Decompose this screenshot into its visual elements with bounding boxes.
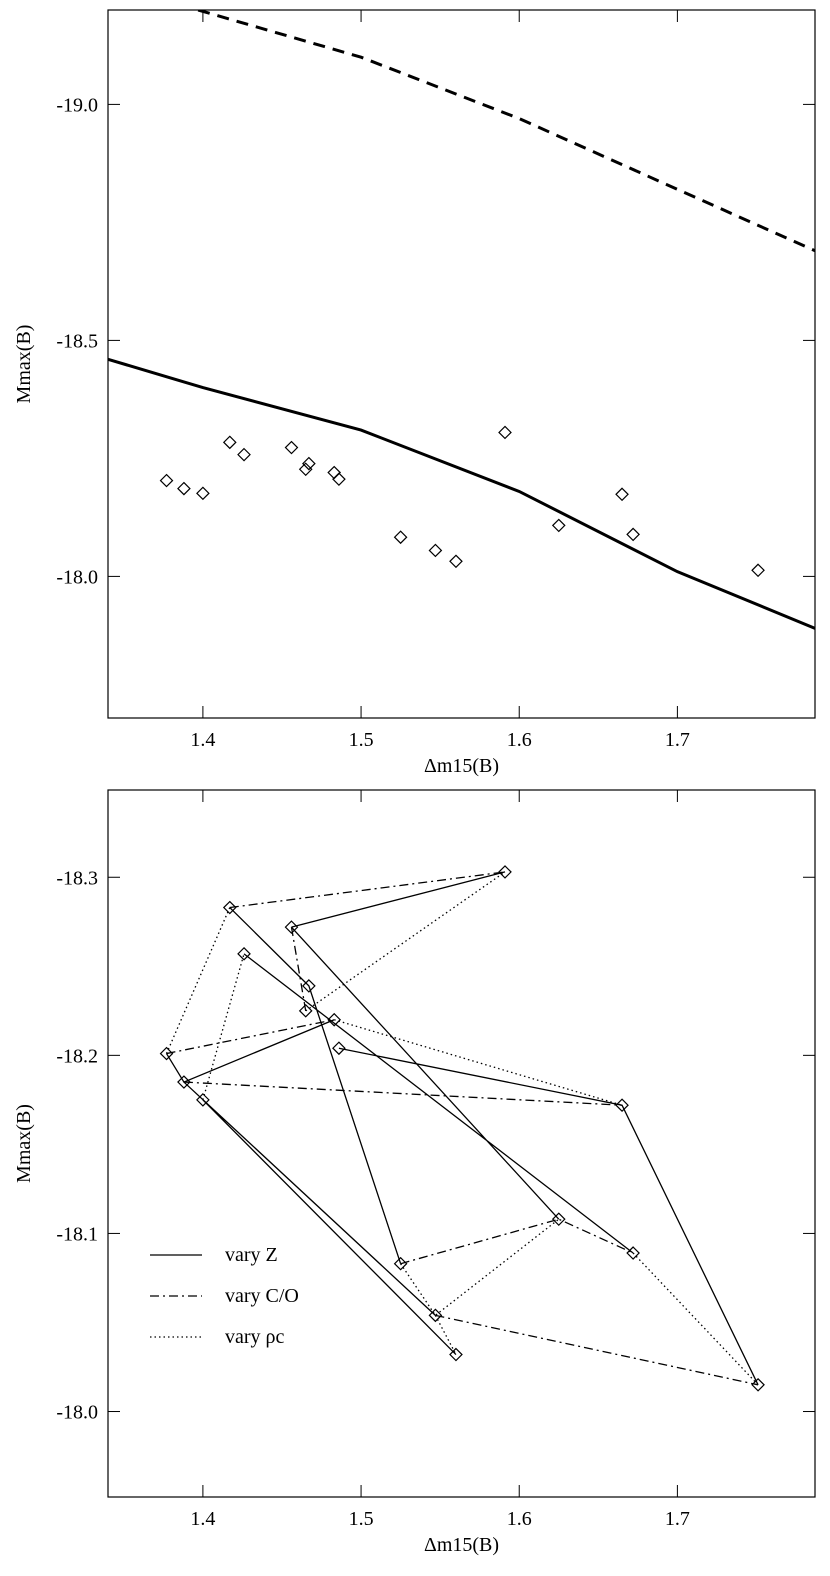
legend-label: vary Z [225, 1244, 278, 1266]
data-point [751, 563, 765, 578]
y-tick-label: -18.0 [56, 566, 98, 588]
x-tick-label: 1.5 [349, 1508, 374, 1530]
x-tick-label: 1.6 [507, 729, 532, 751]
data-line [165, 871, 759, 1386]
y-tick-label: -18.2 [56, 1045, 98, 1067]
data-point [393, 1256, 408, 1271]
data-point [615, 487, 629, 502]
x-tick-label: 1.5 [349, 729, 374, 751]
data-point [327, 465, 342, 480]
data-point [551, 518, 566, 533]
plot-frame [107, 9, 816, 719]
y-tick-label: -19.0 [56, 94, 98, 116]
data-point [159, 1046, 174, 1061]
data-line [108, 357, 815, 630]
data-point [449, 554, 463, 569]
data-point [302, 456, 316, 471]
data-point [222, 435, 237, 450]
data-point [393, 530, 408, 545]
data-point [626, 1246, 640, 1260]
data-point [615, 1098, 629, 1113]
data-point [237, 447, 251, 462]
legend-label: vary ρc [225, 1326, 285, 1348]
data-point [551, 1212, 566, 1227]
data-point [237, 946, 251, 961]
y-tick-label: -18.1 [56, 1223, 98, 1245]
data-point [298, 462, 313, 477]
data-point [298, 1003, 313, 1018]
legend-label: vary C/O [225, 1285, 299, 1307]
data-point [327, 1012, 342, 1027]
x-tick-label: 1.6 [507, 1508, 532, 1530]
data-point [751, 1377, 765, 1392]
data-point [428, 1308, 443, 1323]
data-point [159, 473, 174, 488]
data-point [177, 481, 191, 496]
data-point [284, 920, 299, 934]
y-tick-label: -18.5 [56, 330, 98, 352]
x-tick-label: 1.7 [665, 1508, 690, 1530]
plot-area [108, 10, 815, 630]
data-point [222, 900, 237, 915]
data-point [196, 486, 210, 501]
plot-area [159, 865, 765, 1392]
x-axis-label: Δm15(B) [424, 1534, 499, 1556]
y-axis-label: Mmax(B) [13, 1104, 35, 1183]
data-point [302, 979, 316, 993]
data-line [166, 871, 759, 1386]
data-line [197, 10, 815, 253]
y-axis-label: Mmax(B) [13, 325, 35, 404]
x-axis-label: Δm15(B) [424, 755, 499, 777]
data-line [165, 871, 759, 1386]
data-point [284, 440, 299, 455]
data-point [428, 543, 443, 558]
data-point [177, 1075, 191, 1089]
x-tick-label: 1.7 [665, 729, 690, 751]
data-point [498, 425, 512, 440]
y-tick-label: -18.3 [56, 867, 98, 889]
plot-frame [107, 789, 816, 1498]
data-point [196, 1093, 210, 1107]
data-point [332, 1041, 346, 1056]
data-point [626, 527, 640, 542]
y-tick-label: -18.0 [56, 1402, 98, 1424]
data-point [332, 472, 346, 487]
x-tick-label: 1.4 [190, 1508, 215, 1530]
data-point [449, 1347, 463, 1362]
x-tick-label: 1.4 [190, 729, 215, 751]
data-point [498, 865, 512, 879]
